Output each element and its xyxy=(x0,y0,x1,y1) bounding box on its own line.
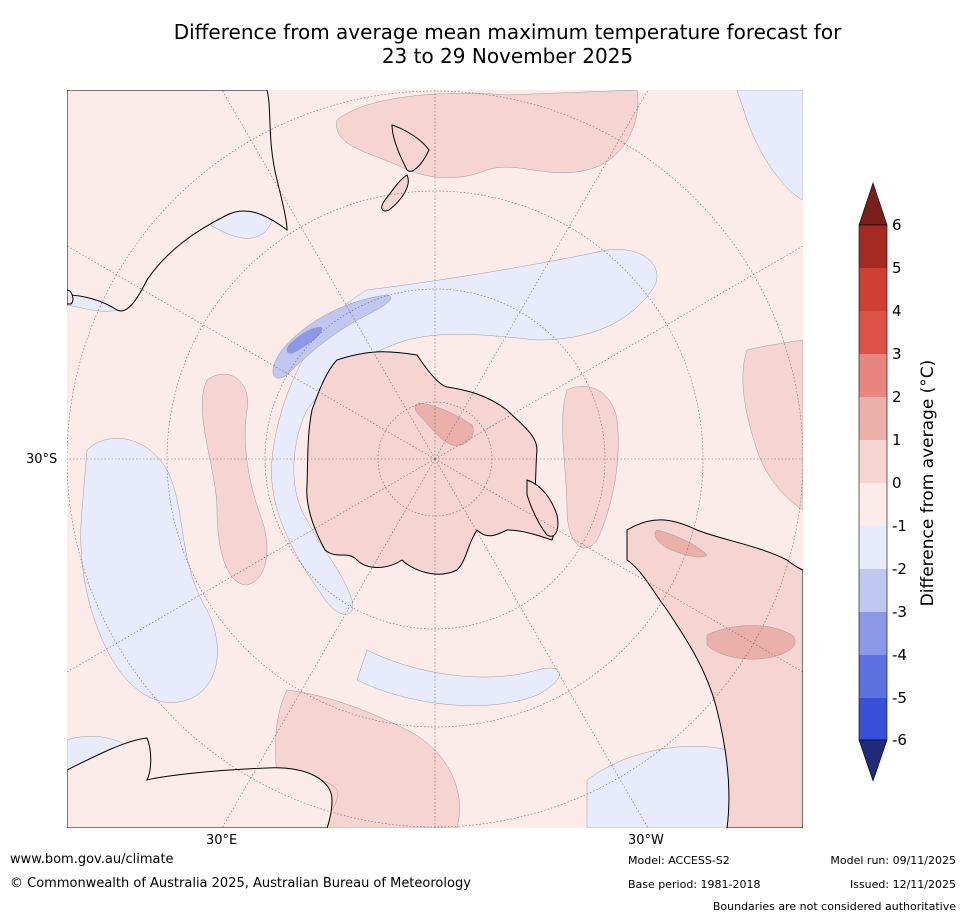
longitude-label-30e: 30°E xyxy=(206,833,238,848)
colorbar-band xyxy=(859,440,887,483)
colorbar-tick-label: -6 xyxy=(892,731,907,749)
colorbar-tick-label: 3 xyxy=(892,345,902,363)
graticule-meridian-8 xyxy=(434,458,649,828)
latitude-label-30s: 30°S xyxy=(26,452,58,467)
colorbar-band xyxy=(859,569,887,612)
colorbar-band xyxy=(859,225,887,268)
antarctica-warm-core xyxy=(414,402,474,446)
graticule-meridian-12 xyxy=(434,458,803,673)
graticule-meridian-6 xyxy=(434,90,649,460)
colorbar-tick-label: 2 xyxy=(892,388,902,406)
colorbar-bands xyxy=(859,225,887,740)
new-zealand-north xyxy=(391,124,430,172)
colorbar-band xyxy=(859,397,887,440)
copyright-text: © Commonwealth of Australia 2025, Austra… xyxy=(10,876,471,891)
model-run-date: Model run: 09/11/2025 xyxy=(830,854,956,867)
colorbar-tick-label: 1 xyxy=(892,431,902,449)
colorbar-tick-label: -2 xyxy=(892,560,907,578)
cool-region-southern-ocean-strip xyxy=(356,649,560,706)
patagonia-warm-core xyxy=(654,529,708,558)
colorbar-tick-label: 4 xyxy=(892,302,902,320)
graticule-lat-circle-45s xyxy=(166,190,704,728)
madagascar xyxy=(67,289,74,305)
graticule-meridian-9 xyxy=(67,245,436,460)
title-line-1: Difference from average mean maximum tem… xyxy=(173,20,842,44)
graticule-meridian-7 xyxy=(221,458,436,828)
colorbar-tick-label: 6 xyxy=(892,216,902,234)
cool-region-pacific xyxy=(736,90,803,201)
cool-band-moderate xyxy=(272,294,392,379)
australia-land xyxy=(67,90,288,312)
website-link[interactable]: www.bom.gov.au/climate xyxy=(10,852,174,867)
cool-ring-antarctica xyxy=(271,249,658,615)
colorbar-title: Difference from average (°C) xyxy=(918,359,938,607)
base-period: Base period: 1981-2018 xyxy=(628,878,761,891)
south-america-warm-core xyxy=(706,625,796,660)
warm-region-east-pacific xyxy=(562,386,619,549)
colorbar-under-arrow xyxy=(858,739,888,782)
colorbar-over-arrow xyxy=(858,182,888,226)
antarctic-peninsula xyxy=(526,479,559,537)
warm-region-pacific-east xyxy=(742,339,803,511)
cool-region-indian-ocean xyxy=(80,438,218,703)
colorbar-tick-label: -4 xyxy=(892,646,907,664)
colorbar-band xyxy=(859,698,887,740)
colorbar-band xyxy=(859,483,887,526)
graticule-meridian-11 xyxy=(67,458,436,673)
antarctica-warm-land xyxy=(306,351,554,575)
model-name: Model: ACCESS-S2 xyxy=(628,854,730,867)
graticule-meridian-10 xyxy=(434,245,803,460)
colorbar-ticks: 6 5 4 3 2 1 0 -1 -2 -3 -4 -5 -6 xyxy=(892,216,907,749)
boundaries-disclaimer: Boundaries are not considered authoritat… xyxy=(712,900,956,913)
colorbar: 6 5 4 3 2 1 0 -1 -2 -3 -4 -5 -6 xyxy=(858,182,907,782)
graticule-meridian-5 xyxy=(221,90,436,460)
graticule-lat-circle-60s xyxy=(264,288,606,630)
longitude-label-30w: 30°W xyxy=(628,833,664,848)
colorbar-band xyxy=(859,612,887,655)
colorbar-tick-label: -3 xyxy=(892,603,907,621)
graticule xyxy=(67,90,803,828)
colorbar-band xyxy=(859,311,887,354)
colorbar-tick-label: -1 xyxy=(892,517,907,535)
title-line-2: 23 to 29 November 2025 xyxy=(381,44,634,68)
south-america-land xyxy=(626,519,803,828)
chart-title: Difference from average mean maximum tem… xyxy=(0,20,965,68)
colorbar-band xyxy=(859,526,887,569)
map-panel xyxy=(67,90,803,828)
colorbar-tick-label: 0 xyxy=(892,474,902,492)
issued-date: Issued: 12/11/2025 xyxy=(849,878,956,891)
colorbar-band xyxy=(859,655,887,698)
colorbar-band xyxy=(859,268,887,311)
colorbar-tick-label: 5 xyxy=(892,259,902,277)
warm-region-indian-ocean xyxy=(201,373,268,586)
colorbar-band xyxy=(859,354,887,397)
colorbar-tick-label: -5 xyxy=(892,689,907,707)
southern-africa-land xyxy=(67,737,333,828)
